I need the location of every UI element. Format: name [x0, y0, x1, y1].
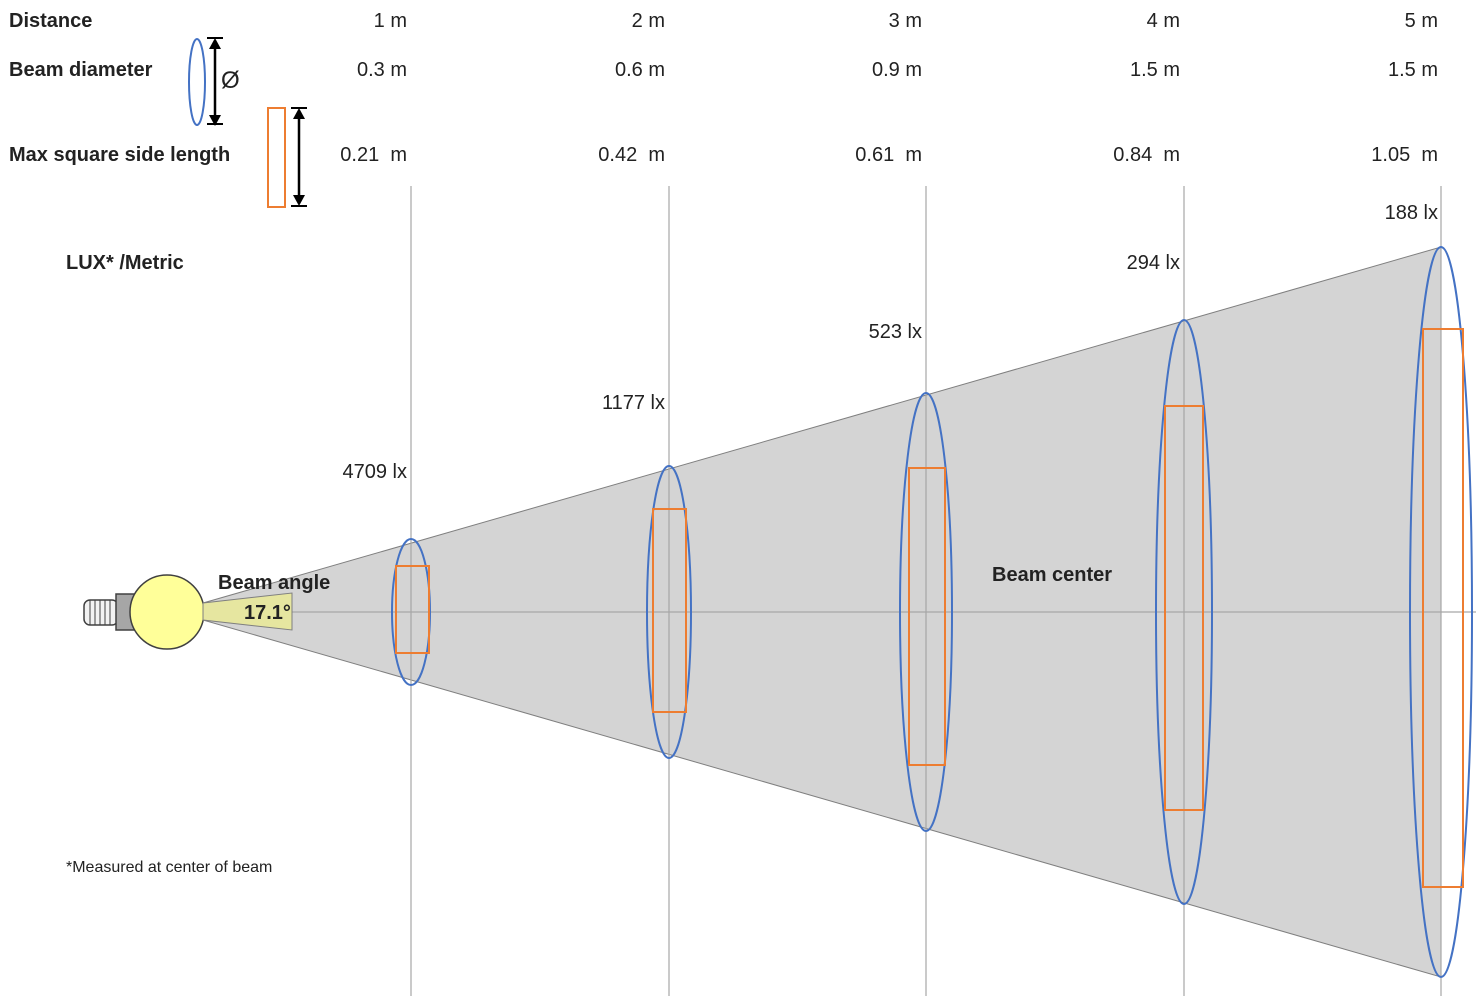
square-value-5: 1.05 m — [1371, 144, 1438, 166]
beam-ellipse-5m — [1409, 246, 1473, 978]
beam-ellipse-3m — [899, 392, 953, 832]
distance-value-4: 4 m — [1147, 10, 1180, 32]
distance-value-1: 1 m — [374, 10, 407, 32]
square-rect-1m — [395, 565, 430, 654]
square-rect-5m — [1422, 328, 1464, 888]
diameter-arrow-icon — [207, 37, 223, 126]
lux-value-4: 294 lx — [1127, 252, 1180, 274]
beam-angle-label: Beam angle — [218, 572, 330, 594]
distance-value-5: 5 m — [1405, 10, 1438, 32]
square-row-label: Max square side length — [9, 144, 230, 166]
square-arrow-icon — [291, 107, 307, 207]
square-rect-icon — [267, 107, 286, 208]
square-value-2: 0.42 m — [598, 144, 665, 166]
square-rect-3m — [908, 467, 946, 766]
beam-diameter-ellipse-icon — [188, 38, 206, 126]
lux-value-3: 523 lx — [869, 321, 922, 343]
lux-value-5: 188 lx — [1385, 202, 1438, 224]
diameter-symbol: Ø — [221, 67, 240, 94]
distance-value-2: 2 m — [632, 10, 665, 32]
lux-value-2: 1177 lx — [602, 392, 665, 414]
square-value-4: 0.84 m — [1113, 144, 1180, 166]
beam-diameter-row-label: Beam diameter — [9, 59, 153, 81]
diameter-value-4: 1.5 m — [1130, 59, 1180, 81]
square-value-3: 0.61 m — [855, 144, 922, 166]
diameter-value-2: 0.6 m — [615, 59, 665, 81]
diameter-value-1: 0.3 m — [357, 59, 407, 81]
distance-value-3: 3 m — [889, 10, 922, 32]
beam-center-label: Beam center — [992, 564, 1112, 586]
beam-angle-wedge — [202, 592, 293, 631]
footnote: *Measured at center of beam — [66, 859, 272, 876]
lux-value-1: 4709 lx — [343, 461, 408, 483]
bulb-icon — [83, 574, 205, 650]
beam-ellipse-4m — [1155, 319, 1213, 905]
diameter-value-3: 0.9 m — [872, 59, 922, 81]
diameter-value-5: 1.5 m — [1388, 59, 1438, 81]
square-value-1: 0.21 m — [340, 144, 407, 166]
beam-angle-value: 17.1° — [244, 602, 291, 624]
square-rect-4m — [1164, 405, 1204, 811]
square-rect-2m — [652, 508, 687, 713]
beam-ellipse-2m — [646, 465, 692, 759]
lux-heading: LUX* /Metric — [66, 252, 184, 274]
distance-row-label: Distance — [9, 10, 92, 32]
